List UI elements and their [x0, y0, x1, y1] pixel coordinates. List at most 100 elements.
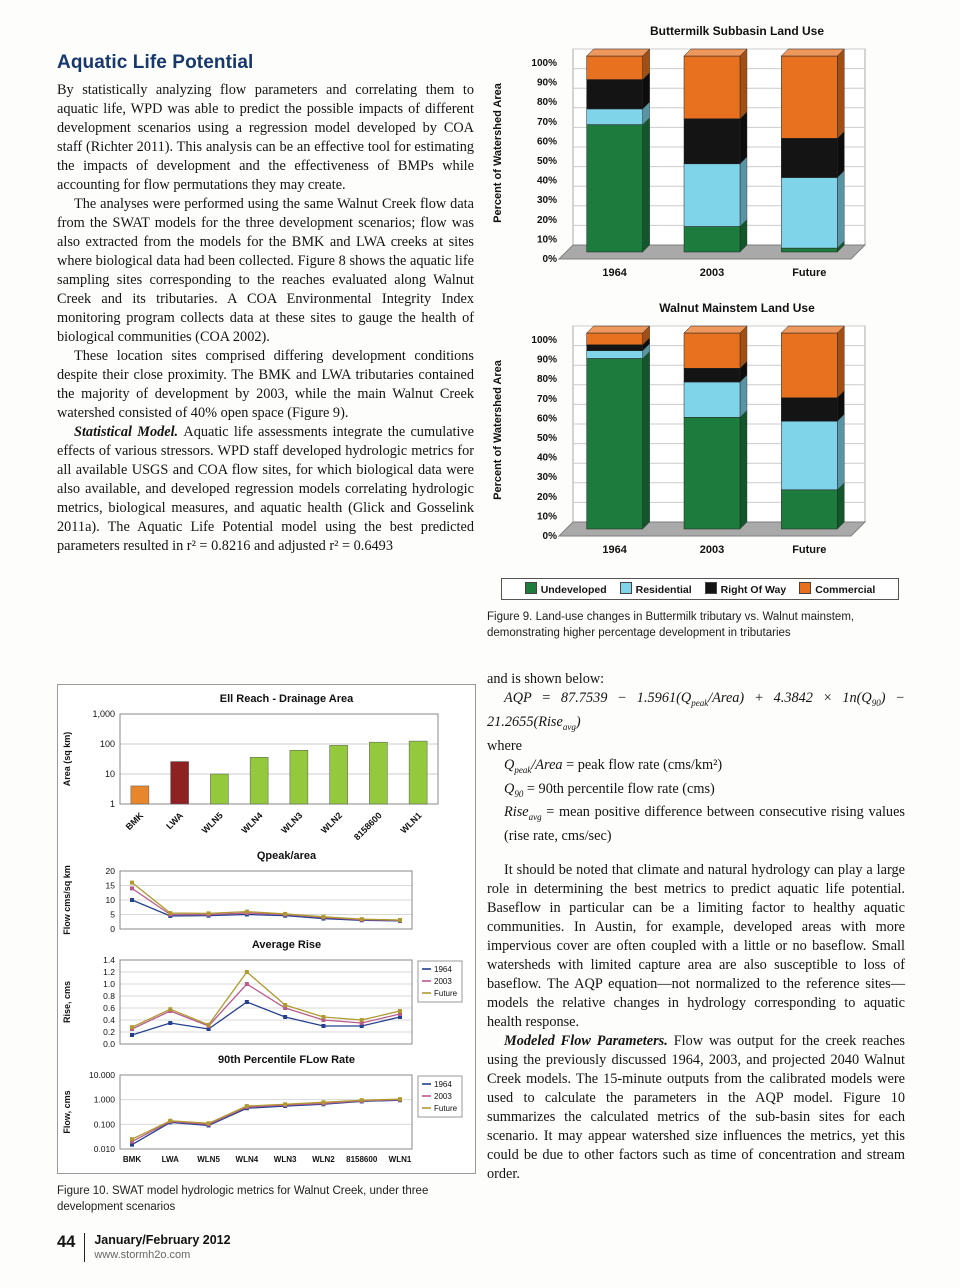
- paragraph-lead: Statistical Model.: [74, 424, 184, 440]
- percentile-flow-chart: 0.010 0.100 1.000 10.000 BMK LWA WLN5 WLN4 WLN3 W…: [58, 1067, 475, 1171]
- svg-text:1: 1: [110, 799, 115, 809]
- svg-text:50%: 50%: [537, 433, 557, 444]
- chart-svg: 0.0 0.2 0.4 0.6 0.8 1.0 1.2 1.4 1964 2003 Future Ri…: [62, 955, 463, 1049]
- svg-text:5: 5: [110, 910, 115, 920]
- legend-swatch: [704, 582, 717, 594]
- article-heading: Aquatic Life Potential: [57, 52, 254, 73]
- svg-text:80%: 80%: [537, 97, 557, 108]
- svg-text:0.2: 0.2: [103, 1027, 115, 1037]
- svg-text:40%: 40%: [537, 453, 557, 464]
- land-use-legend: Undeveloped Residential Right Of Way Commer…: [501, 578, 899, 600]
- svg-text:0.6: 0.6: [103, 1003, 115, 1013]
- chart-svg: 0% 10% 20% 30% 40% 50% 60% 70% 80% 90% 100% 1964 200…: [492, 48, 867, 279]
- svg-text:100%: 100%: [531, 335, 557, 346]
- chart-svg: 0.010 0.100 1.000 10.000 BMK LWA WLN5 WLN4 WLN3 W…: [62, 1070, 463, 1164]
- svg-text:40%: 40%: [537, 176, 557, 187]
- svg-text:10%: 10%: [537, 511, 557, 522]
- svg-text:WLN3: WLN3: [279, 810, 304, 835]
- equation-definition: Qpeak/Area = peak flow rate (cms/km²): [504, 756, 723, 775]
- svg-text:LWA: LWA: [164, 810, 185, 831]
- svg-text:WLN2: WLN2: [312, 1155, 335, 1164]
- svg-text:30%: 30%: [537, 472, 557, 483]
- svg-text:70%: 70%: [537, 394, 557, 405]
- svg-text:WLN5: WLN5: [197, 1155, 220, 1164]
- svg-text:80%: 80%: [537, 374, 557, 385]
- average-rise-chart: 0.0 0.2 0.4 0.6 0.8 1.0 1.2 1.4 1964 2003 Future Ri…: [58, 952, 475, 1052]
- chart-title-qpeak: Qpeak/area: [256, 850, 317, 862]
- svg-text:Flow cms/sq km: Flow cms/sq km: [62, 865, 72, 935]
- svg-text:WLN1: WLN1: [398, 810, 423, 835]
- svg-text:100: 100: [100, 739, 115, 749]
- legend-item: Undeveloped: [524, 582, 607, 596]
- chart-svg: 0 5 10 15 20 Flow cms/sq km: [62, 865, 413, 935]
- svg-text:20%: 20%: [537, 215, 557, 226]
- svg-text:Future: Future: [792, 267, 826, 279]
- svg-text:WLN3: WLN3: [274, 1155, 297, 1164]
- svg-text:2003: 2003: [434, 1092, 452, 1101]
- svg-text:Future: Future: [434, 1104, 458, 1113]
- paragraph: Statistical Model. Aquatic life assessme…: [57, 424, 474, 554]
- svg-text:Percent of Watershed Area: Percent of Watershed Area: [492, 359, 504, 500]
- legend-item: Residential: [619, 582, 692, 596]
- svg-text:Flow, cms: Flow, cms: [62, 1090, 72, 1133]
- chart-title-rise: Average Rise: [251, 939, 322, 951]
- svg-text:0.0: 0.0: [103, 1039, 115, 1049]
- svg-text:1964: 1964: [434, 1080, 452, 1089]
- equation-definitions: Qpeak/Area = peak flow rate (cms/km²) Q90…: [487, 756, 905, 847]
- svg-text:1,000: 1,000: [92, 709, 115, 719]
- svg-text:8158600: 8158600: [352, 810, 384, 842]
- svg-text:WLN2: WLN2: [319, 810, 344, 835]
- svg-text:1.0: 1.0: [103, 979, 115, 989]
- legend-label: Right Of Way: [720, 584, 787, 596]
- right-column: and is shown below: AQP = 87.7539 − 1.59…: [487, 670, 905, 1184]
- svg-text:30%: 30%: [537, 195, 557, 206]
- svg-text:10: 10: [106, 895, 116, 905]
- aqp-equation: AQP = 87.7539 − 1.5961(Qpeak/Area) + 4.3…: [487, 690, 905, 732]
- svg-text:1.2: 1.2: [103, 967, 115, 977]
- svg-text:0.010: 0.010: [94, 1144, 116, 1154]
- legend-item: Right Of Way: [704, 582, 787, 596]
- svg-text:WLN1: WLN1: [389, 1155, 412, 1164]
- legend-label: Residential: [635, 584, 692, 596]
- svg-text:2003: 2003: [434, 977, 452, 986]
- article-body-right: It should be noted that climate and natu…: [487, 861, 905, 1184]
- legend-swatch: [799, 582, 812, 594]
- svg-text:0%: 0%: [543, 254, 558, 265]
- svg-text:Rise, cms: Rise, cms: [62, 981, 72, 1023]
- legend-swatch: [619, 582, 632, 594]
- svg-text:60%: 60%: [537, 413, 557, 424]
- figure10: Ell Reach - Drainage Area 1 10 100 1,000 BMK…: [57, 684, 476, 1215]
- svg-text:WLN4: WLN4: [236, 1155, 259, 1164]
- svg-text:8158600: 8158600: [346, 1155, 378, 1164]
- paragraph: The analyses were performed using the sa…: [57, 196, 474, 345]
- page-number: 44: [57, 1233, 76, 1251]
- svg-text:70%: 70%: [537, 117, 557, 128]
- svg-text:20%: 20%: [537, 492, 557, 503]
- walnut-chart-block: Walnut Mainstem Land Use 0% 10% 20% 30% 40% 5…: [487, 301, 909, 568]
- svg-text:1964: 1964: [602, 544, 627, 556]
- paragraph: Modeled Flow Parameters. Flow was output…: [487, 1033, 905, 1183]
- chart-title-buttermilk: Buttermilk Subbasin Land Use: [649, 24, 825, 38]
- chart-title-q90: 90th Percentile FLow Rate: [218, 1054, 355, 1066]
- paragraph: By statistically analyzing flow paramete…: [57, 82, 474, 193]
- svg-text:Future: Future: [434, 989, 458, 998]
- legend-label: Undeveloped: [540, 584, 607, 596]
- issue-date: January/February 2012: [94, 1233, 231, 1247]
- legend-label: Commercial: [815, 584, 876, 596]
- svg-text:0%: 0%: [543, 531, 558, 542]
- svg-text:0.100: 0.100: [94, 1119, 116, 1129]
- svg-text:10: 10: [105, 769, 115, 779]
- intro-line: and is shown below:: [487, 671, 605, 687]
- svg-text:0.8: 0.8: [103, 991, 115, 1001]
- svg-text:1.000: 1.000: [94, 1095, 116, 1105]
- svg-text:10%: 10%: [537, 234, 557, 245]
- chart-svg: 0% 10% 20% 30% 40% 50% 60% 70% 80% 90% 100% 1964 200…: [492, 325, 867, 556]
- svg-text:1964: 1964: [602, 267, 627, 279]
- svg-text:WLN5: WLN5: [200, 810, 225, 835]
- legend-swatch: [524, 582, 537, 594]
- paragraph: These location sites comprised differing…: [57, 348, 474, 421]
- svg-text:Area (sq km): Area (sq km): [62, 732, 72, 787]
- website-url: www.stormh2o.com: [94, 1249, 191, 1261]
- equation-definition: Q90 = 90th percentile flow rate (cms): [504, 780, 715, 799]
